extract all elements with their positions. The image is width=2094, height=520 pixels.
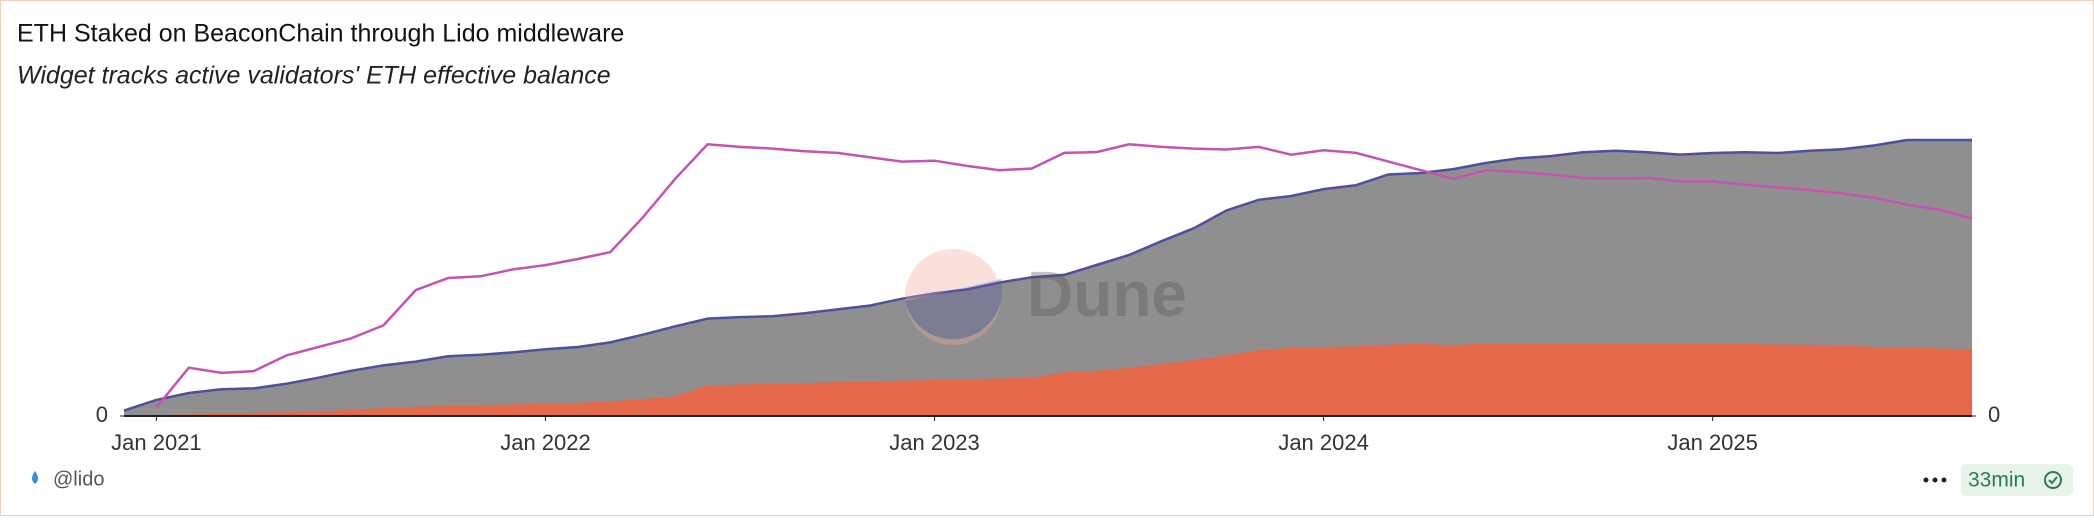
- age-badge: [1961, 464, 2073, 496]
- check-mark: [2048, 476, 2058, 485]
- check-icon: [2044, 471, 2062, 489]
- watermark-text: Dune: [1027, 258, 1187, 330]
- y-tick-label: 0: [96, 402, 108, 427]
- menu-dot[interactable]: [1923, 477, 1929, 483]
- watermark-logo-shade: [905, 279, 1003, 340]
- chart-subtitle: Widget tracks active validators' ETH eff…: [17, 62, 611, 90]
- chart-title: ETH Staked on BeaconChain through Lido m…: [17, 20, 624, 48]
- watermark-logo: [905, 249, 1001, 345]
- y2-tick-label: 0: [1988, 402, 2000, 427]
- author[interactable]: @lido: [53, 468, 104, 490]
- footer: @lido 33min: [32, 464, 2073, 496]
- area-line: [123, 138, 1972, 412]
- lido-icon: [32, 471, 38, 484]
- x-tick-label: Jan 2021: [111, 430, 202, 455]
- menu-dot[interactable]: [1932, 477, 1938, 483]
- x-tick-label: Jan 2025: [1667, 430, 1758, 455]
- line: [155, 143, 1973, 409]
- age: 33min: [1968, 469, 2025, 492]
- x-tick-label: Jan 2023: [889, 430, 980, 455]
- watermark: Dune: [905, 249, 1187, 345]
- area: [124, 343, 1972, 416]
- menu-dot[interactable]: [1941, 477, 1947, 483]
- x-tick-label: Jan 2024: [1278, 430, 1369, 455]
- x-tick-label: Jan 2022: [500, 430, 591, 455]
